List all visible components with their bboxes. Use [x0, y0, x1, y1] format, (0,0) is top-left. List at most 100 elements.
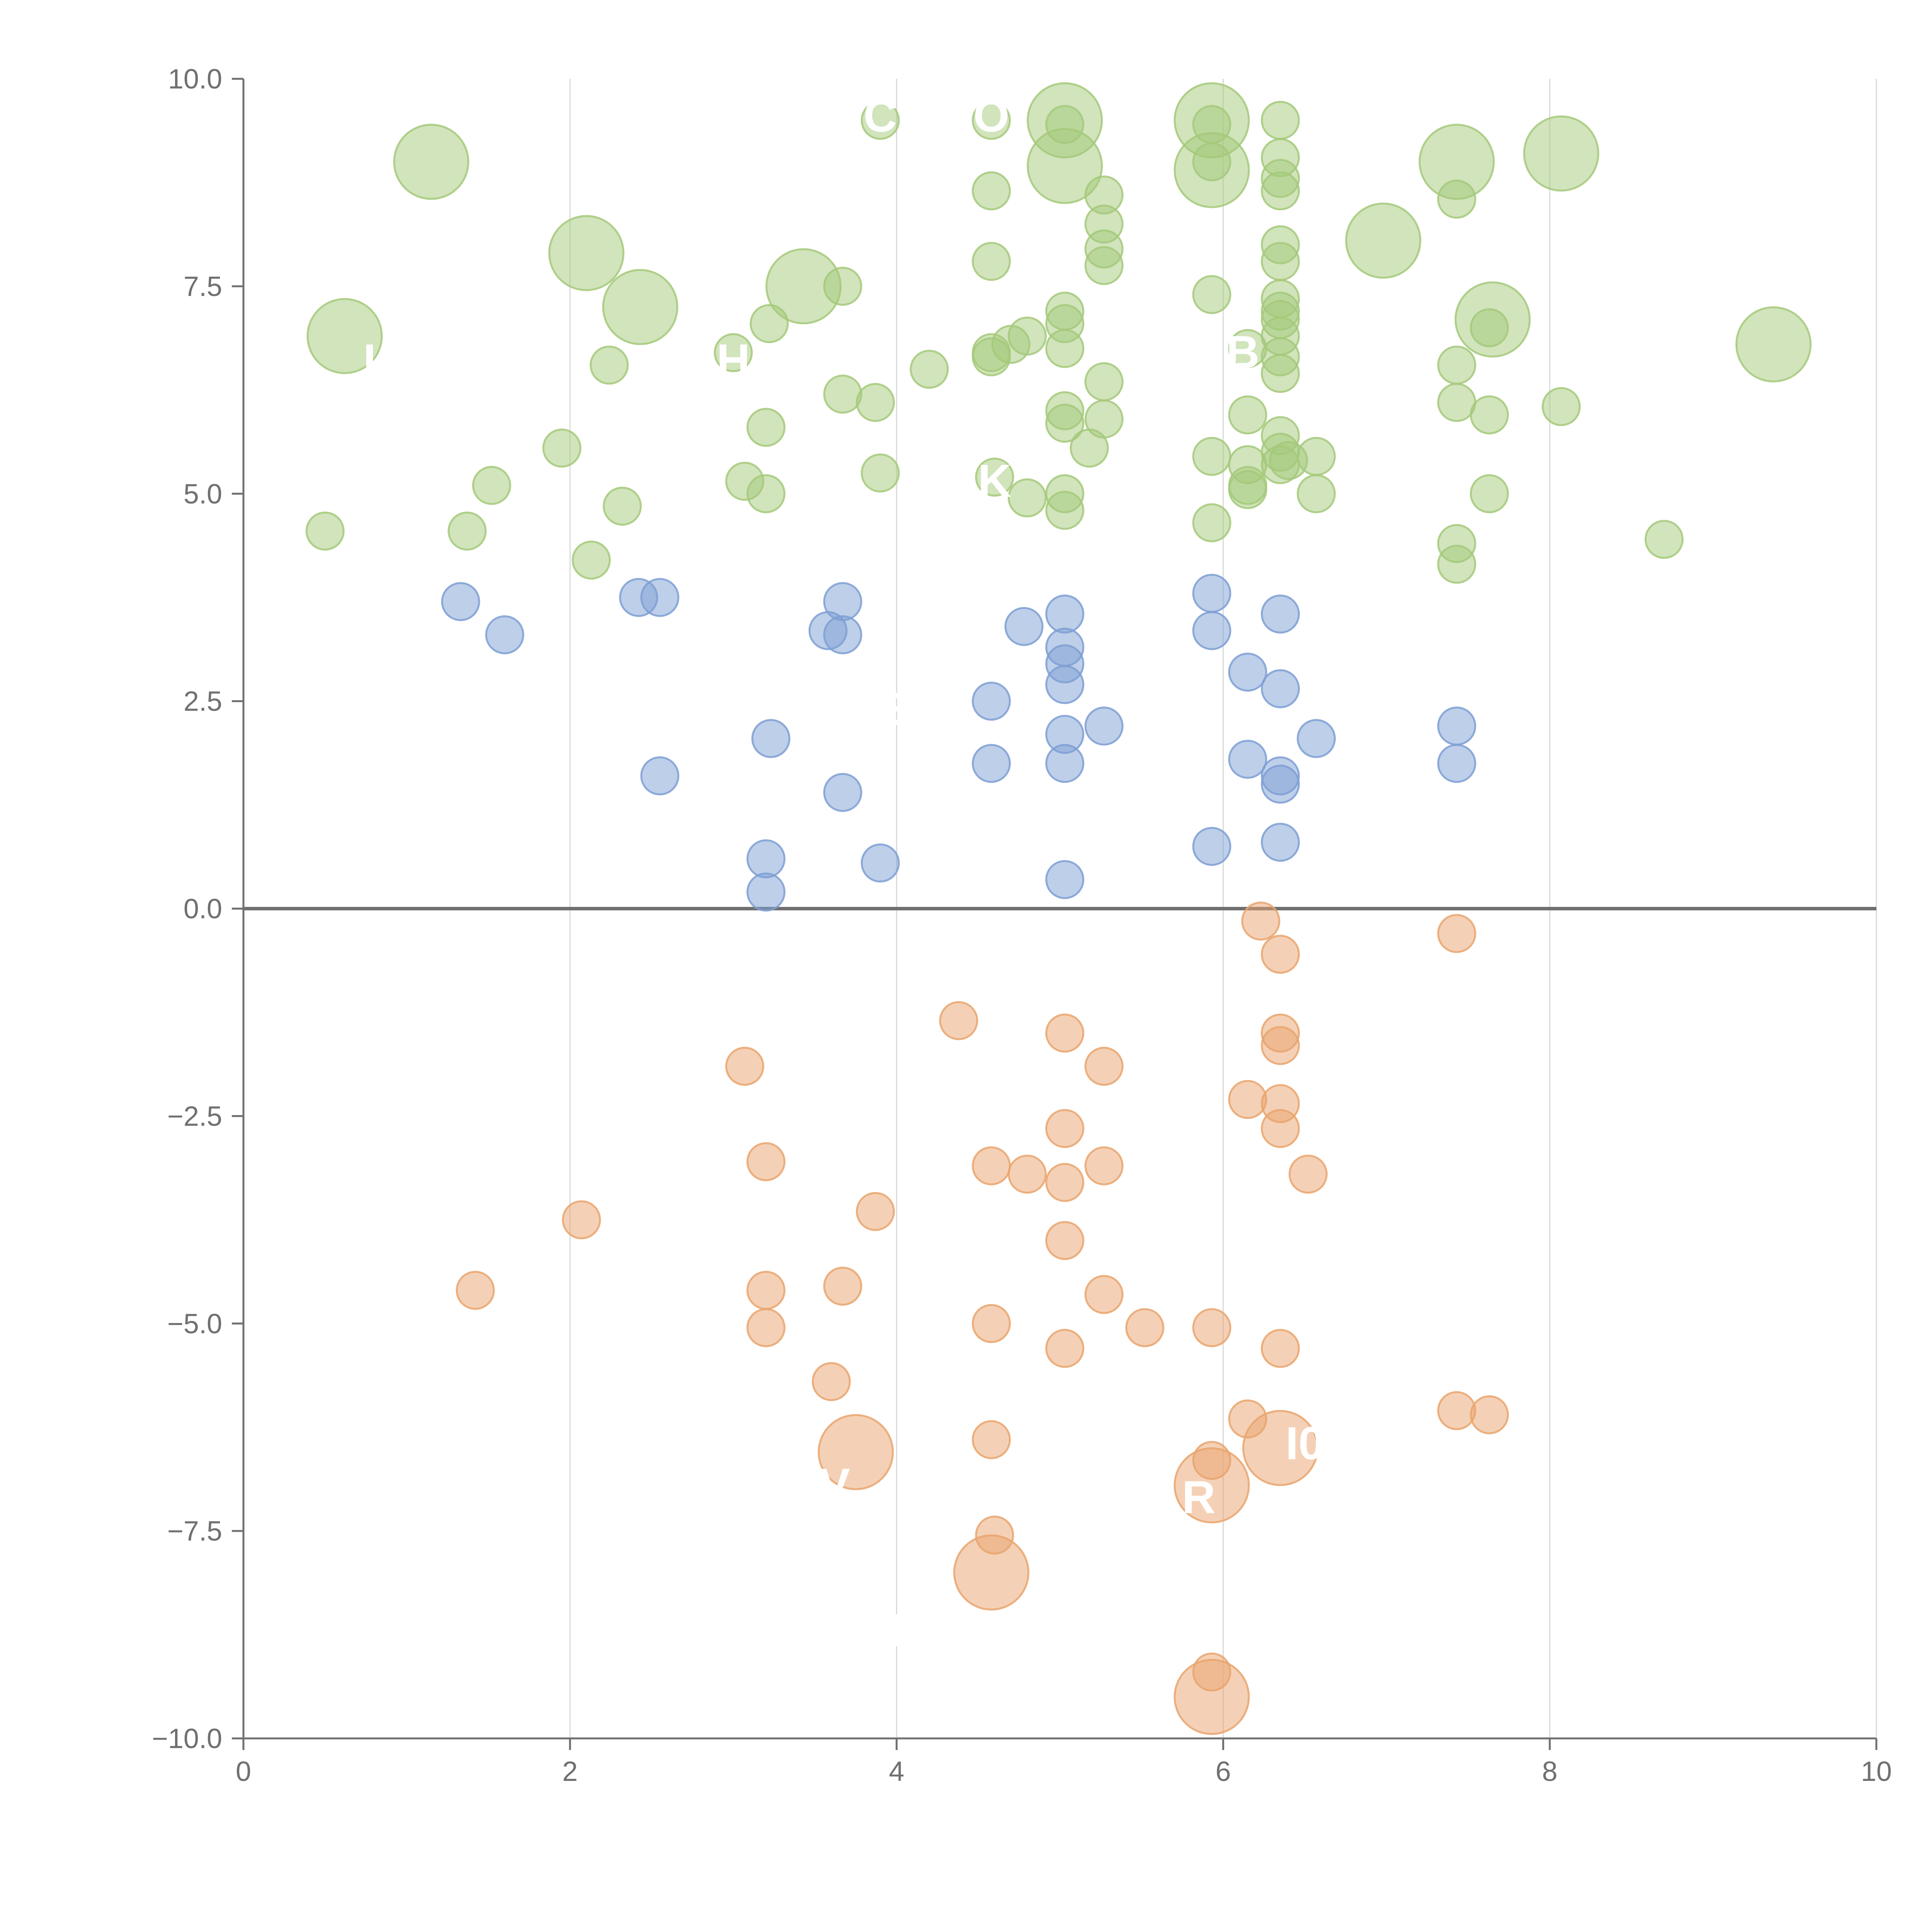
point-label: K	[978, 455, 1012, 507]
green-bubble	[910, 350, 949, 389]
orange-bubble	[811, 1362, 851, 1401]
point-labels: C O L H B K E V R I0 I	[363, 90, 1324, 1656]
orange-bubble	[1173, 1659, 1250, 1735]
green-bubble	[855, 383, 895, 422]
green-bubble	[823, 374, 862, 414]
green-bubble	[1645, 520, 1684, 559]
blue-bubble	[1261, 594, 1300, 634]
x-tick-label: 8	[1542, 1756, 1558, 1787]
blue-bubble	[823, 582, 862, 621]
y-tick-label: −2.5	[167, 1101, 222, 1132]
orange-bubble	[818, 1414, 894, 1490]
y-tick-label: −10.0	[152, 1723, 222, 1754]
orange-bubble	[1261, 1026, 1300, 1065]
orange-bubble	[725, 1047, 764, 1086]
green-bubble	[1296, 437, 1336, 476]
orange-bubble	[953, 1534, 1030, 1611]
orange-bubble	[1045, 1109, 1085, 1148]
orange-bubble	[1228, 1080, 1267, 1119]
orange-bubble	[1261, 1329, 1300, 1368]
blue-bubble	[751, 719, 791, 758]
green-bubble	[1192, 275, 1231, 314]
green-bubble	[1418, 124, 1495, 200]
green-bubble	[975, 457, 1014, 497]
green-bubble	[305, 511, 345, 551]
green-bubble	[1045, 491, 1085, 530]
y-tick-label: 7.5	[184, 271, 222, 302]
blue-bubble	[1192, 611, 1231, 650]
green-bubble	[1084, 362, 1124, 401]
x-tick-label: 10	[1861, 1756, 1892, 1787]
orange-bubble	[1469, 1395, 1509, 1434]
point-label: V	[819, 1459, 850, 1511]
orange-bubble	[1045, 1014, 1085, 1053]
green-bubble	[1454, 281, 1531, 358]
green-bubble	[1084, 399, 1124, 439]
orange-bubble	[1084, 1146, 1124, 1185]
blue-bubble	[1045, 744, 1085, 783]
blue-bubble	[1192, 827, 1231, 866]
orange-bubble	[1437, 914, 1476, 953]
green-bubble	[1228, 470, 1267, 509]
green-bubble	[1469, 474, 1509, 514]
green-bubble	[1084, 246, 1124, 285]
green-bubble	[1261, 354, 1300, 393]
orange-bubble	[1045, 1329, 1085, 1368]
green-bubble	[1027, 128, 1103, 204]
green-bubble	[306, 298, 383, 374]
y-tick-label: −5.0	[167, 1308, 222, 1339]
green-bubble	[1541, 387, 1581, 426]
blue-bubble	[1192, 573, 1231, 613]
green-bubble	[602, 486, 642, 526]
green-bubble	[1261, 242, 1300, 281]
blue-bubble	[1296, 719, 1336, 758]
orange-bubble	[823, 1267, 862, 1306]
blue-bubble	[1228, 740, 1267, 779]
orange-bubble	[972, 1304, 1011, 1343]
point-label: I0	[1286, 1418, 1324, 1469]
orange-bubble	[972, 1420, 1011, 1459]
point-label: I	[890, 1604, 903, 1656]
green-bubble	[972, 171, 1011, 211]
orange-bubble	[562, 1200, 601, 1240]
green-bubble	[746, 408, 786, 447]
orange-bubble	[1261, 1109, 1300, 1148]
point-label: R	[1182, 1471, 1216, 1523]
blue-bubble	[823, 615, 862, 655]
blue-bubble	[485, 615, 524, 655]
blue-bubble	[1437, 706, 1476, 746]
green-bubble	[1469, 395, 1509, 435]
blue-bubble	[746, 872, 786, 912]
blue-bubble	[861, 843, 900, 883]
orange-bubble	[855, 1192, 895, 1231]
green-bubble	[1437, 345, 1476, 385]
orange-bubble	[1084, 1047, 1124, 1086]
orange-bubble	[1437, 1391, 1476, 1430]
y-tick-label: 5.0	[184, 479, 222, 510]
point-label: C	[864, 90, 897, 142]
green-bubble	[1735, 306, 1812, 383]
blue-bubble	[1004, 607, 1044, 646]
x-tick-label: 0	[236, 1756, 251, 1787]
point-label: B	[1226, 327, 1260, 378]
axes: 0 2 4 6 8 10 10.0 7.5 5.0 2.5 0.0 −2.5 −5.0 −7.5 −10.0	[152, 64, 1892, 1787]
green-bubble	[1437, 383, 1476, 422]
green-bubble	[548, 215, 624, 291]
green-bubble	[1045, 403, 1085, 443]
green-bubble	[1045, 329, 1085, 368]
green-bubble	[972, 242, 1011, 281]
blue-bubble	[640, 578, 680, 617]
orange-bubble	[1084, 1275, 1124, 1314]
orange-bubble	[972, 1146, 1011, 1185]
x-tick-label: 2	[562, 1756, 578, 1787]
orange-bubble	[1241, 901, 1281, 941]
orange-bubble	[1242, 1410, 1319, 1486]
orange-bubble	[1045, 1163, 1085, 1202]
green-bubble	[1192, 437, 1231, 476]
orange-bubble	[939, 1001, 978, 1040]
green-bubble	[861, 453, 900, 493]
green-bubble	[861, 100, 900, 140]
blue-bubble	[746, 839, 786, 879]
green-bubble	[1523, 115, 1599, 192]
